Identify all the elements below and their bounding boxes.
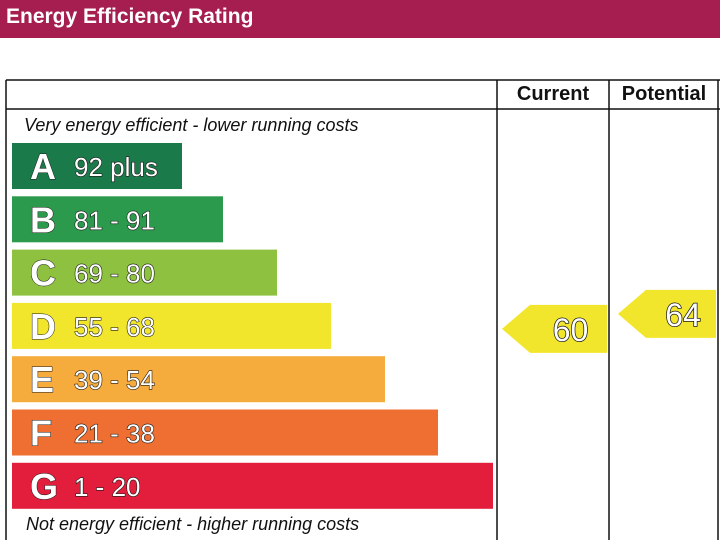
rating-arrow-current <box>502 304 607 353</box>
band-bar-e <box>12 356 385 403</box>
top-caption: Very energy efficient - lower running co… <box>24 115 359 135</box>
band-range-f: 21 - 38 <box>74 419 155 449</box>
title-bar: Energy Efficiency Rating <box>0 0 720 38</box>
band-range-b: 81 - 91 <box>74 205 155 235</box>
band-bar-f <box>12 409 438 456</box>
rating-value-potential: 64 <box>665 297 701 333</box>
band-letter-e: E <box>30 359 54 400</box>
band-letter-a: A <box>30 146 56 187</box>
band-range-e: 39 - 54 <box>74 365 155 395</box>
rating-arrow-potential <box>618 289 716 338</box>
band-bar-g <box>12 462 493 509</box>
band-bar-c <box>12 249 277 296</box>
band-letter-g: G <box>30 466 58 507</box>
table-frame <box>5 79 720 540</box>
chart-title: Energy Efficiency Rating <box>6 5 254 28</box>
band-bar-b <box>12 196 223 243</box>
band-bar-d <box>12 302 331 349</box>
band-letter-c: C <box>30 253 56 294</box>
band-letter-b: B <box>30 199 56 240</box>
band-range-g: 1 - 20 <box>74 472 141 502</box>
rating-markers: 60 64 <box>502 289 716 353</box>
current-column-header: Current <box>517 83 590 105</box>
band-bar-a <box>12 143 182 189</box>
rating-bands: A 92 plus B 81 - 91 C 69 - 80 D 55 - 68 E 39 - 54… <box>12 143 493 509</box>
band-range-c: 69 - 80 <box>74 259 155 289</box>
bottom-caption: Not energy efficient - higher running co… <box>26 514 359 534</box>
band-letter-d: D <box>30 306 56 347</box>
rating-value-current: 60 <box>553 312 589 348</box>
band-range-d: 55 - 68 <box>74 312 155 342</box>
band-letter-f: F <box>30 413 52 454</box>
potential-column-header: Potential <box>622 83 706 105</box>
band-range-a: 92 plus <box>74 152 158 182</box>
